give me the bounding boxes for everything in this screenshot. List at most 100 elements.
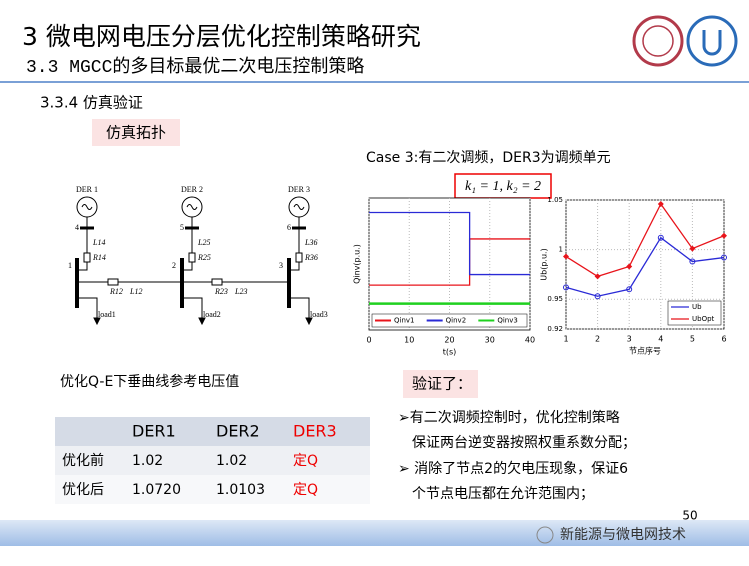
legend-label: Ub (692, 303, 702, 311)
branch-label: R14 (92, 253, 106, 262)
table-cell: 1.0720 (132, 482, 181, 498)
tag: 仿真拓扑 (106, 124, 166, 142)
x-axis-label: t(s) (443, 348, 457, 357)
legend-label: UbOpt (692, 315, 715, 323)
y-tick-label: 1 (559, 246, 563, 254)
load-label: load2 (203, 310, 221, 319)
y-tick-label: 1.05 (547, 196, 563, 204)
table-header: DER1 (132, 422, 176, 441)
logo (632, 15, 738, 67)
watermark-icon (536, 526, 554, 544)
load-label: load3 (310, 310, 328, 319)
formula: k₁ = 1, k₂ = 2 (465, 179, 541, 194)
table-row-bg (55, 475, 370, 504)
series-line (565, 236, 725, 297)
table-cell: 优化后 (62, 482, 104, 498)
marker (657, 200, 664, 207)
x-tick-label: 6 (721, 335, 726, 344)
der-label: DER 1 (76, 185, 98, 194)
verify-line: 个节点电压都在允许范围内； (412, 485, 594, 502)
branch-label: L36 (304, 238, 317, 247)
case-title: Case 3:有二次调频，DER3为调频单元 (366, 150, 611, 166)
table-cell: 定Q (293, 482, 318, 498)
marker (563, 253, 569, 260)
line-label: R12 (109, 287, 123, 296)
x-tick-label: 30 (485, 336, 495, 345)
legend-label: Qinv1 (394, 317, 415, 325)
branch-label: R25 (197, 253, 211, 262)
marker (594, 293, 601, 300)
der-label: DER 2 (181, 185, 203, 194)
title: 3 微电网电压分层优化控制策略研究 (22, 22, 421, 51)
table-cell: 1.0103 (216, 482, 265, 498)
marker (594, 273, 601, 280)
line-label: L23 (234, 287, 247, 296)
series-line (565, 202, 725, 278)
legend-label: Qinv2 (446, 317, 467, 325)
verify-line: ➢有二次调频控制时，优化控制策略 (398, 409, 620, 426)
footer-band (0, 520, 749, 546)
verify-line: 保证两台逆变器按照权重系数分配； (412, 435, 636, 451)
table-cell: 1.02 (132, 453, 163, 469)
charts: 0 10 20 30 40 t(s) Qinv(p.u.) Qinv1 Qinv2 Qinv3 1 2… (353, 196, 727, 357)
load-label: load1 (98, 310, 116, 319)
y-tick-label: 0.95 (547, 295, 563, 303)
table-header-bg (55, 417, 370, 446)
marker (689, 245, 696, 252)
y-axis-label: Ub(p.u.) (540, 248, 549, 280)
section: 3.3.4 仿真验证 (40, 94, 143, 112)
table-cell: 定Q (293, 453, 318, 469)
marker (626, 286, 633, 293)
series-line (369, 211, 530, 276)
legend (667, 300, 722, 326)
table-row-bg (55, 446, 370, 475)
bus-label: 3 (279, 261, 283, 270)
marker (657, 234, 664, 241)
y-axis-label: Qinv(p.u.) (353, 244, 362, 284)
marker (721, 232, 727, 239)
x-tick-label: 20 (444, 336, 454, 345)
x-tick-label: 0 (366, 336, 371, 345)
branch-label: L25 (197, 238, 210, 247)
circuit (75, 196, 313, 326)
page-number: 50 (682, 509, 697, 523)
bus-label: 1 (68, 261, 72, 270)
legend (371, 313, 528, 328)
node-label: 4 (75, 223, 79, 232)
tag-box (92, 119, 180, 146)
bus-label: 2 (172, 261, 176, 270)
verify-box (403, 370, 478, 398)
marker (721, 254, 727, 261)
branch-label: R36 (304, 253, 318, 262)
x-tick-label: 4 (658, 335, 663, 344)
x-tick-label: 1 (563, 335, 568, 344)
x-tick-label: 2 (595, 335, 600, 344)
legend-label: Qinv3 (497, 317, 518, 325)
watermark: 新能源与微电网技术 (560, 527, 686, 543)
line-label: R23 (214, 287, 228, 296)
marker (626, 263, 633, 270)
circuit-labels: DER 1 DER 2 DER 3 4 5 6 1 2 3 L14 R14 L2… (68, 185, 328, 319)
table-header: DER2 (216, 422, 260, 441)
table-caption: 优化Q-E下垂曲线参考电压值 (60, 373, 239, 390)
marker (563, 284, 569, 291)
x-tick-label: 10 (404, 336, 414, 345)
table-cell: 优化前 (62, 452, 104, 469)
x-tick-label: 40 (525, 336, 535, 345)
x-tick-label: 3 (627, 335, 632, 344)
marker (689, 258, 696, 265)
table-cell: 1.02 (216, 453, 247, 469)
y-tick-label: 0.92 (547, 325, 563, 333)
line-label: L12 (129, 287, 142, 296)
table-header: DER3 (293, 422, 337, 441)
verify-line: ➢ 消除了节点2的欠电压现象，保证6 (398, 461, 628, 477)
x-tick-label: 5 (690, 335, 695, 344)
der-label: DER 3 (288, 185, 310, 194)
node-label: 5 (180, 223, 184, 232)
verify-title: 验证了： (412, 375, 472, 393)
branch-label: L14 (92, 238, 105, 247)
subtitle: 3.3 MGCC的多目标最优二次电压控制策略 (26, 56, 364, 78)
table: DER1 DER2 DER3 优化前 1.02 1.02 定Q 优化后 1.0720 1.0103… (55, 417, 370, 504)
node-label: 6 (287, 223, 291, 232)
